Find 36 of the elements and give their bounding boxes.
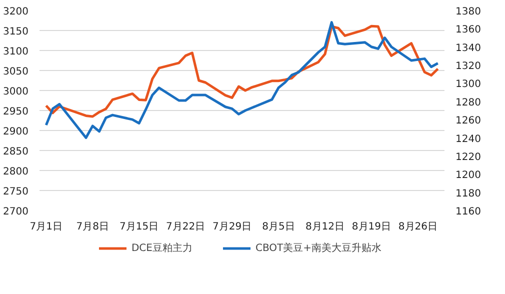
y-tick-label: 3150	[3, 26, 29, 38]
x-tick-label: 8月26日	[398, 222, 438, 232]
y-tick-label: 2750	[3, 186, 29, 198]
y2-tick-label: 1340	[456, 42, 481, 54]
y2-tick-label: 1280	[456, 97, 481, 108]
y-tick-label: 3200	[3, 6, 29, 18]
x-tick-label: 7月29日	[212, 222, 252, 232]
y2-tick-label: 1220	[456, 152, 481, 163]
legend-label: DCE豆粕主力	[131, 242, 192, 255]
y2-tick-label: 1160	[456, 206, 481, 218]
y2-tick-label: 1320	[456, 61, 481, 72]
y-tick-label: 2950	[3, 106, 29, 118]
y2-tick-label: 1380	[456, 6, 481, 18]
x-tick-label: 7月1日	[30, 222, 63, 232]
y-tick-label: 3050	[3, 66, 29, 78]
y-tick-label: 3100	[3, 46, 29, 58]
y2-tick-label: 1360	[456, 24, 481, 36]
y-tick-label: 2700	[3, 206, 29, 218]
x-tick-label: 8月12日	[305, 222, 345, 232]
y2-tick-label: 1300	[456, 79, 481, 90]
y2-tick-label: 1240	[456, 134, 481, 145]
y2-tick-label: 1200	[456, 170, 481, 182]
y-tick-label: 3000	[3, 86, 29, 98]
y-tick-label: 2850	[3, 146, 29, 158]
legend-label: CBOT美豆+南美大豆升贴水	[255, 242, 382, 255]
y-tick-label: 2800	[3, 166, 29, 178]
y2-tick-label: 1180	[456, 188, 481, 200]
x-tick-label: 8月19日	[352, 222, 392, 232]
line-series	[44, 21, 440, 140]
line-series	[44, 24, 440, 118]
x-tick-label: 7月15日	[120, 222, 159, 232]
x-tick-label: 7月22日	[166, 222, 206, 232]
x-tick-label: 8月5日	[262, 222, 295, 232]
y2-tick-label: 1260	[456, 116, 481, 127]
y-tick-label: 2900	[3, 126, 29, 138]
x-tick-label: 7月8日	[76, 222, 109, 232]
